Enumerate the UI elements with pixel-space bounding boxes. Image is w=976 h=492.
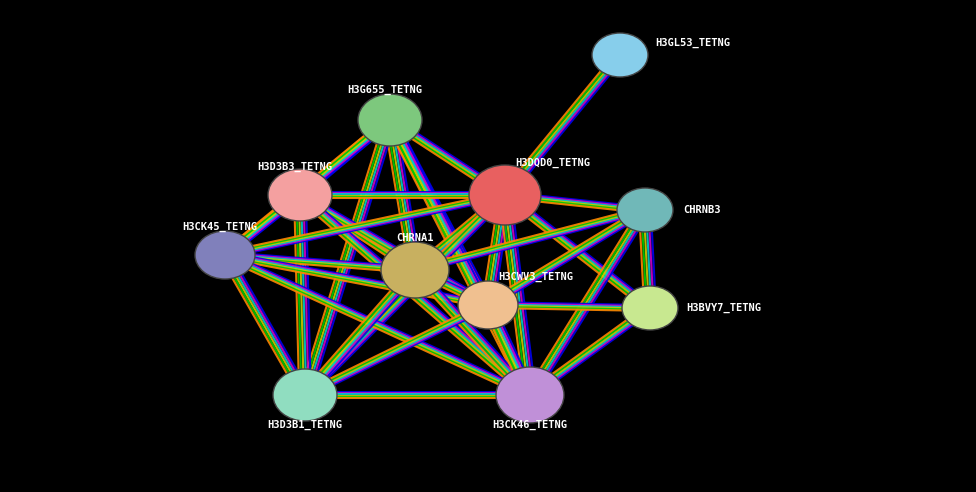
Ellipse shape [273, 369, 337, 421]
Ellipse shape [268, 169, 332, 221]
Text: H3CK46_TETNG: H3CK46_TETNG [493, 420, 567, 430]
Text: H3D3B1_TETNG: H3D3B1_TETNG [267, 420, 343, 430]
Ellipse shape [622, 286, 678, 330]
Ellipse shape [469, 165, 541, 225]
Ellipse shape [381, 242, 449, 298]
Ellipse shape [195, 231, 255, 279]
Text: H3D3B3_TETNG: H3D3B3_TETNG [258, 162, 333, 172]
Ellipse shape [358, 94, 422, 146]
Ellipse shape [458, 281, 518, 329]
Text: H3DQD0_TETNG: H3DQD0_TETNG [515, 158, 590, 168]
Text: CHRNA1: CHRNA1 [396, 233, 433, 243]
Text: H3BVY7_TETNG: H3BVY7_TETNG [686, 303, 761, 313]
Text: H3GL53_TETNG: H3GL53_TETNG [655, 38, 730, 48]
Ellipse shape [496, 367, 564, 423]
Text: CHRNB3: CHRNB3 [683, 205, 720, 215]
Text: H3CK45_TETNG: H3CK45_TETNG [183, 222, 258, 232]
Text: H3CWV3_TETNG: H3CWV3_TETNG [498, 272, 573, 282]
Ellipse shape [617, 188, 673, 232]
Ellipse shape [592, 33, 648, 77]
Text: H3G655_TETNG: H3G655_TETNG [347, 85, 423, 95]
